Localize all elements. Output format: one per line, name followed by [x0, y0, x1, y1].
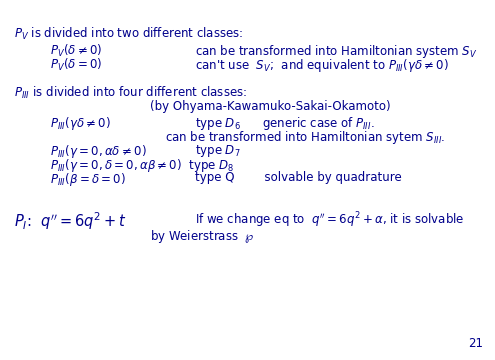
Text: type $D_7$: type $D_7$: [195, 143, 241, 159]
Text: type Q        solvable by quadrature: type Q solvable by quadrature: [195, 171, 402, 184]
Text: $P_V(\delta\neq 0)$: $P_V(\delta\neq 0)$: [50, 43, 102, 59]
Text: can be transformed into Hamiltonian sytem $S_{III}$.: can be transformed into Hamiltonian syte…: [165, 129, 446, 146]
Text: $P_{III}(\gamma=0,\delta=0, \alpha\beta\neq 0)$  type $D_8$: $P_{III}(\gamma=0,\delta=0, \alpha\beta\…: [50, 157, 234, 174]
Text: $P_V$ is divided into two different classes:: $P_V$ is divided into two different clas…: [14, 26, 244, 42]
Text: by Weierstrass  $\wp$: by Weierstrass $\wp$: [150, 228, 254, 245]
Text: $P_{III}(\gamma\delta\neq 0)$: $P_{III}(\gamma\delta\neq 0)$: [50, 115, 111, 132]
Text: type $D_6$      generic case of $P_{III}$.: type $D_6$ generic case of $P_{III}$.: [195, 115, 375, 132]
Text: 21: 21: [468, 337, 483, 350]
Text: $P_{III}$ is divided into four different classes:: $P_{III}$ is divided into four different…: [14, 85, 247, 101]
Text: can't use  $S_V$;  and equivalent to $P_{III}(\gamma\delta\neq 0)$: can't use $S_V$; and equivalent to $P_{I…: [195, 57, 449, 74]
Text: $P_{III}(\beta=\delta=0)$: $P_{III}(\beta=\delta=0)$: [50, 171, 126, 188]
Text: (by Ohyama-Kawamuko-Sakai-Okamoto): (by Ohyama-Kawamuko-Sakai-Okamoto): [150, 100, 391, 113]
Text: $P_V(\delta=0)$: $P_V(\delta=0)$: [50, 57, 102, 73]
Text: If we change eq to  $q''=6q^2+\alpha$, it is solvable: If we change eq to $q''=6q^2+\alpha$, it…: [195, 210, 464, 230]
Text: can be transformed into Hamiltonian system $S_V$: can be transformed into Hamiltonian syst…: [195, 43, 478, 60]
Text: $P_{III}(\gamma=0,\alpha\delta\neq 0)$: $P_{III}(\gamma=0,\alpha\delta\neq 0)$: [50, 143, 147, 160]
Text: $P_I$:  $q''=6q^2+t$: $P_I$: $q''=6q^2+t$: [14, 210, 127, 232]
